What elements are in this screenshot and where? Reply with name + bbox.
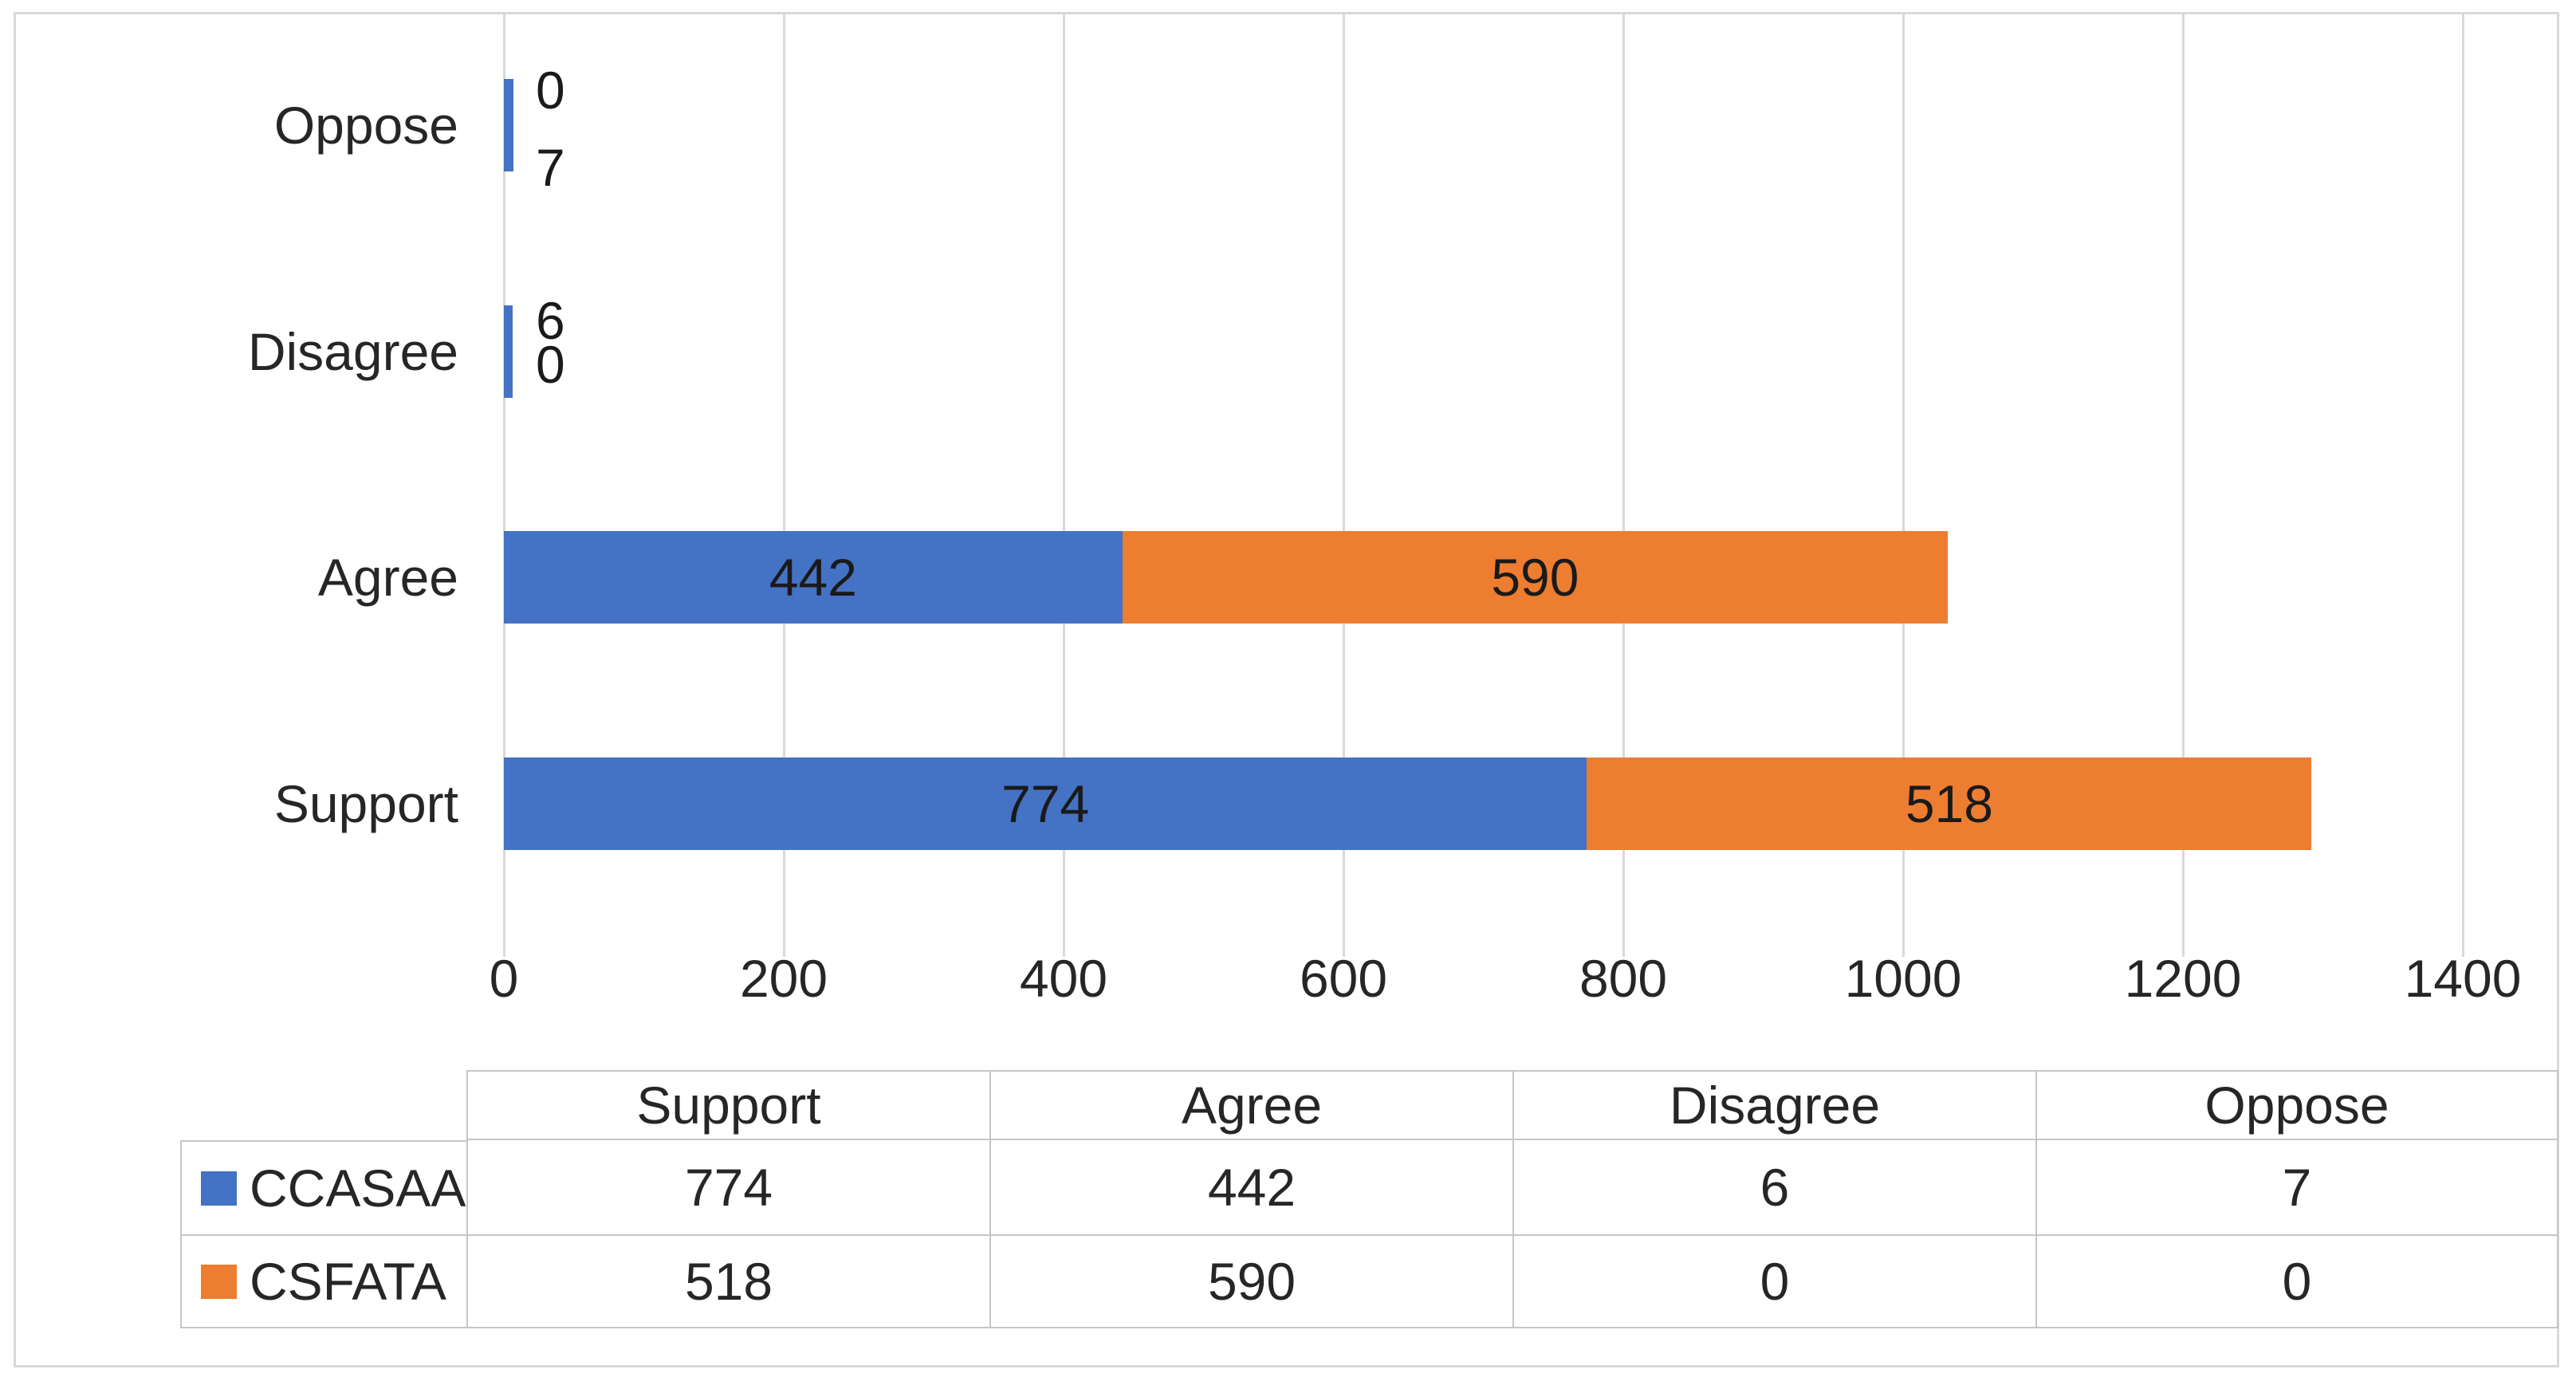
bar-value-label-outside-disagree-0: 6 — [536, 291, 565, 350]
table-cell-csfata-support: 518 — [466, 1236, 989, 1328]
category-label-support: Support — [273, 774, 458, 834]
x-axis-tick-label: 1400 — [2404, 949, 2522, 1008]
table-cell-csfata-disagree: 0 — [1512, 1236, 2035, 1328]
bar-value-label-csfata-agree: 590 — [1491, 548, 1579, 608]
legend-swatch-csfata-icon — [201, 1264, 237, 1299]
bar-value-label-outside-oppose-0: 0 — [536, 61, 565, 120]
series-name-csfata: CSFATA — [250, 1252, 446, 1311]
gridline — [782, 12, 785, 957]
table-cell-ccasaa-oppose: 7 — [2035, 1140, 2558, 1236]
legend-row-ccasaa: CCASAA — [180, 1140, 466, 1236]
legend-row-csfata: CSFATA — [180, 1236, 466, 1328]
bar-segment-csfata-agree — [1122, 531, 1949, 624]
bar-value-label-outside-oppose-1: 7 — [536, 138, 565, 197]
bar-value-label-ccasaa-support: 774 — [1001, 774, 1090, 834]
bar-value-label-ccasaa-agree: 442 — [769, 548, 857, 608]
table-header-oppose: Oppose — [2035, 1070, 2558, 1140]
table-cell-ccasaa-support: 774 — [466, 1140, 989, 1236]
gridline — [2461, 12, 2464, 957]
bar-segment-ccasaa-agree — [504, 531, 1123, 624]
table-cell-csfata-oppose: 0 — [2035, 1236, 2558, 1328]
table-header-disagree: Disagree — [1512, 1070, 2035, 1140]
table-corner-cell — [180, 1070, 466, 1140]
bar-segment-ccasaa-support — [504, 757, 1587, 851]
category-label-disagree: Disagree — [247, 321, 458, 381]
x-axis-tick-label: 0 — [489, 949, 519, 1008]
x-axis-tick-label: 800 — [1579, 949, 1668, 1008]
bar-segment-csfata-support — [1587, 757, 2312, 851]
x-axis-tick-label: 1200 — [2124, 949, 2242, 1008]
data-table: Support Agree Disagree Oppose CCASAA 774 442 6 7… — [180, 1070, 2558, 1328]
gridline — [502, 12, 505, 957]
table-header-support: Support — [466, 1070, 989, 1140]
bar-value-label-csfata-support: 518 — [1905, 774, 1993, 834]
legend-swatch-ccasaa-icon — [201, 1171, 237, 1206]
bar-segment-ccasaa-oppose — [504, 78, 514, 171]
bar-segment-ccasaa-disagree — [504, 305, 513, 398]
gridline — [1342, 12, 1345, 957]
x-axis-tick-label: 600 — [1299, 949, 1388, 1008]
x-axis-tick-label: 200 — [739, 949, 828, 1008]
gridline — [1902, 12, 1905, 957]
category-label-agree: Agree — [317, 548, 458, 608]
table-header-agree: Agree — [989, 1070, 1512, 1140]
gridline — [1062, 12, 1065, 957]
category-label-oppose: Oppose — [273, 95, 458, 155]
table-cell-ccasaa-disagree: 6 — [1512, 1140, 2035, 1236]
table-cell-ccasaa-agree: 442 — [989, 1140, 1512, 1236]
table-cell-csfata-agree: 590 — [989, 1236, 1512, 1328]
series-name-ccasaa: CCASAA — [250, 1159, 466, 1218]
x-axis-tick-label: 400 — [1019, 949, 1108, 1008]
bar-value-label-outside-disagree-1: 0 — [536, 335, 565, 394]
x-axis-tick-label: 1000 — [1844, 949, 1962, 1008]
chart-border — [14, 12, 2559, 1367]
gridline — [2181, 12, 2185, 957]
gridline — [1622, 12, 1625, 957]
